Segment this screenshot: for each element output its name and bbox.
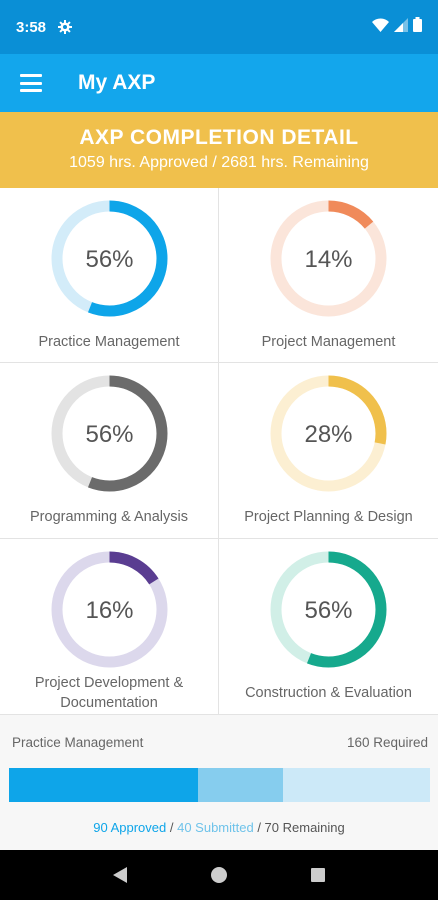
progress-percent: 56% <box>304 597 352 624</box>
home-icon[interactable] <box>199 855 239 895</box>
submitted-segment <box>198 768 283 802</box>
progress-ring: 56% <box>51 375 168 492</box>
signal-icon <box>394 17 408 37</box>
progress-ring: 56% <box>270 551 387 668</box>
banner-title: AXP COMPLETION DETAIL <box>79 126 359 149</box>
progress-percent: 16% <box>85 597 133 624</box>
progress-ring: 16% <box>51 551 168 668</box>
legend-separator: / <box>166 820 178 835</box>
status-time: 3:58 <box>16 18 47 36</box>
area-card-project-planning-design[interactable]: 28% Project Planning & Design <box>219 363 438 539</box>
progress-ring: 14% <box>270 200 387 317</box>
progress-percent: 28% <box>304 421 352 448</box>
approved-segment <box>9 768 199 802</box>
area-card-project-development-documentation[interactable]: 16% Project Development & Documentation <box>0 539 219 714</box>
legend-separator: / <box>253 820 265 835</box>
area-label: Project Management <box>261 334 396 350</box>
status-bar: 3:58 <box>0 0 438 54</box>
banner-subtitle: 1059 hrs. Approved / 2681 hrs. Remaining <box>69 154 369 171</box>
progress-percent: 56% <box>85 246 133 273</box>
hours-progress-bar <box>9 768 430 802</box>
submitted-hours: 40 Submitted <box>177 820 254 835</box>
summary-required: 160 Required <box>346 735 428 750</box>
recents-icon[interactable] <box>298 855 338 895</box>
back-icon[interactable] <box>100 855 140 895</box>
app-title: My AXP <box>78 71 156 94</box>
experience-area-grid: 56% Practice Management 14% Project Mana… <box>0 188 438 714</box>
area-label: Project Development & Documentation <box>34 675 184 711</box>
area-label: Construction & Evaluation <box>245 685 412 701</box>
battery-icon <box>413 17 422 37</box>
app-bar: My AXP <box>0 54 438 112</box>
hamburger-menu-icon[interactable] <box>20 74 42 92</box>
area-label: Practice Management <box>38 334 180 350</box>
progress-ring: 28% <box>270 375 387 492</box>
remaining-segment <box>282 768 430 802</box>
remaining-hours: 70 Remaining <box>264 820 345 835</box>
area-label: Programming & Analysis <box>30 509 188 525</box>
wifi-icon <box>372 17 389 37</box>
area-card-project-management[interactable]: 14% Project Management <box>219 188 438 363</box>
hours-legend: 90 Approved / 40 Submitted / 70 Remainin… <box>0 820 438 835</box>
progress-percent: 56% <box>85 421 133 448</box>
summary-area-name: Practice Management <box>12 735 144 750</box>
approved-hours: 90 Approved <box>93 820 167 835</box>
completion-banner: AXP COMPLETION DETAIL 1059 hrs. Approved… <box>0 112 438 188</box>
system-nav-bar <box>0 850 438 900</box>
area-card-programming-analysis[interactable]: 56% Programming & Analysis <box>0 363 219 539</box>
progress-ring: 56% <box>51 200 168 317</box>
progress-percent: 14% <box>304 246 352 273</box>
gear-icon <box>58 20 73 34</box>
area-card-construction-evaluation[interactable]: 56% Construction & Evaluation <box>219 539 438 714</box>
area-summary-panel: Practice Management 160 Required 90 Appr… <box>0 714 438 850</box>
area-label: Project Planning & Design <box>244 509 413 525</box>
area-card-practice-management[interactable]: 56% Practice Management <box>0 188 219 363</box>
